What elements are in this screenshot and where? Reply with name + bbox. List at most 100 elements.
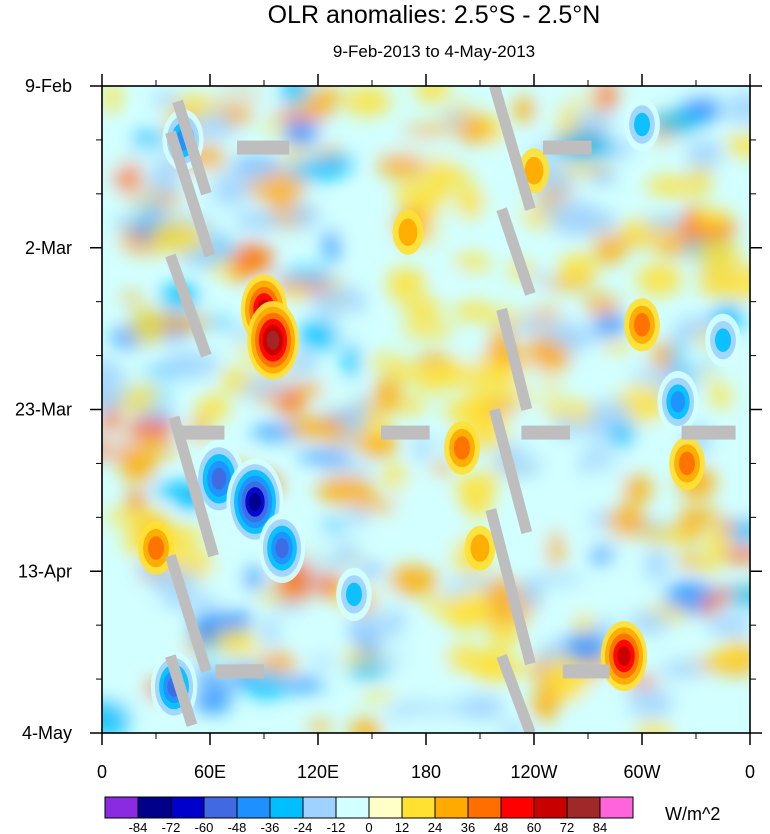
anomaly-cell [574, 612, 593, 635]
anomaly-cell [593, 312, 627, 337]
colorbar-label: 60 [527, 820, 541, 834]
missing-data-streak [165, 253, 212, 358]
missing-data-streak [165, 554, 212, 674]
anomaly-cell [220, 367, 251, 394]
missing-data-bar [215, 664, 264, 679]
anomaly-cell [445, 643, 480, 672]
anomaly-field [102, 86, 750, 733]
anomaly-cell [315, 572, 342, 599]
anomaly-cell [254, 391, 282, 404]
anomaly-cell [465, 492, 491, 519]
missing-data-streak [496, 207, 536, 296]
anomaly-cell [335, 308, 358, 342]
units-label: W/m^2 [665, 804, 720, 824]
colorbar-swatch [500, 796, 535, 819]
x-tick-label: 120W [510, 762, 557, 782]
missing-data-streak [172, 99, 212, 196]
anomaly-contour [398, 218, 418, 247]
anomaly-cell [300, 637, 339, 659]
anomaly-cell [603, 340, 633, 354]
anomaly-cell [706, 527, 727, 559]
missing-data-streak [168, 415, 219, 558]
anomaly-cell [387, 267, 410, 302]
missing-data-streak [165, 130, 216, 258]
anomaly-cell [628, 431, 682, 443]
anomaly-cell [498, 724, 530, 733]
x-tick-label: 180 [411, 762, 441, 782]
colorbar-label: -24 [294, 820, 313, 834]
anomaly-cell [711, 645, 750, 666]
anomaly-cell [391, 483, 446, 505]
positive-anomaly-feature [138, 521, 174, 575]
anomaly-cell [432, 207, 462, 240]
anomaly-cell [288, 202, 319, 230]
anomaly-cell [132, 203, 169, 215]
colorbar-swatch [104, 796, 139, 819]
anomaly-cell [649, 111, 702, 134]
anomaly-cell [195, 306, 217, 321]
anomaly-cell [424, 157, 458, 187]
anomaly-cell [568, 328, 606, 344]
anomaly-cell [644, 547, 669, 582]
anomaly-cell [465, 360, 524, 393]
anomaly-cell [584, 295, 620, 315]
missing-data-bar [381, 425, 430, 440]
anomaly-cell [159, 351, 220, 378]
anomaly-cell [557, 103, 581, 139]
negative-anomaly-feature [336, 567, 372, 622]
anomaly-contour [275, 538, 289, 559]
anomaly-cell [426, 364, 479, 386]
anomaly-cell [634, 722, 673, 733]
positive-anomaly-feature [464, 525, 496, 571]
anomaly-cell [700, 595, 718, 617]
anomaly-contour [148, 536, 164, 560]
anomaly-cell [104, 508, 164, 526]
anomaly-cell [148, 220, 207, 254]
x-axis: 0 60E 120E 180 120W 60W 0 [97, 74, 755, 782]
anomaly-cell [558, 252, 598, 282]
anomaly-cell [348, 209, 386, 246]
y-tick-label: 2-Mar [25, 238, 72, 258]
missing-data-bar [562, 664, 610, 679]
anomaly-cell [310, 285, 367, 319]
anomaly-cell [547, 530, 564, 568]
chart-subtitle: 9-Feb-2013 to 4-May-2013 [333, 42, 535, 61]
anomaly-cell [309, 719, 331, 733]
anomaly-cell [233, 210, 285, 231]
anomaly-cell [674, 554, 705, 568]
anomaly-cell [731, 519, 750, 545]
anomaly-cell [610, 420, 635, 448]
positive-anomaly-feature [444, 421, 480, 475]
anomaly-cell [587, 511, 614, 529]
colorbar-label: -48 [228, 820, 247, 834]
colorbar-swatch [203, 796, 238, 819]
colorbar-swatch [467, 796, 502, 819]
colorbar-swatch [599, 796, 634, 819]
anomaly-cell [347, 660, 388, 679]
anomaly-cell [355, 499, 398, 512]
x-tick-label: 0 [745, 762, 755, 782]
colorbar-swatch [533, 796, 568, 819]
negative-anomaly-feature [226, 458, 284, 546]
colorbar-swatch [566, 796, 601, 819]
anomaly-cell [359, 565, 382, 576]
anomaly-cell [392, 180, 453, 207]
anomaly-cell [280, 86, 311, 106]
anomaly-contour [634, 112, 650, 137]
anomaly-contour [249, 492, 261, 511]
positive-anomaly-feature [624, 298, 660, 352]
positive-anomaly-feature [600, 621, 648, 691]
anomaly-cell [698, 263, 736, 299]
anomaly-cell [594, 234, 626, 265]
missing-data-streak [165, 654, 198, 727]
y-tick-label: 23-Mar [15, 400, 72, 420]
anomaly-cell [362, 691, 394, 702]
colorbar-label: 72 [560, 820, 574, 834]
anomaly-cell [322, 388, 357, 411]
anomaly-cell [147, 171, 181, 197]
y-axis: 9-Feb 2-Mar 23-Mar 13-Apr 4-May [15, 76, 762, 743]
missing-data-bar [175, 425, 225, 440]
anomaly-contour [470, 534, 490, 562]
anomaly-cell [316, 475, 375, 506]
anomaly-cell [414, 431, 431, 464]
